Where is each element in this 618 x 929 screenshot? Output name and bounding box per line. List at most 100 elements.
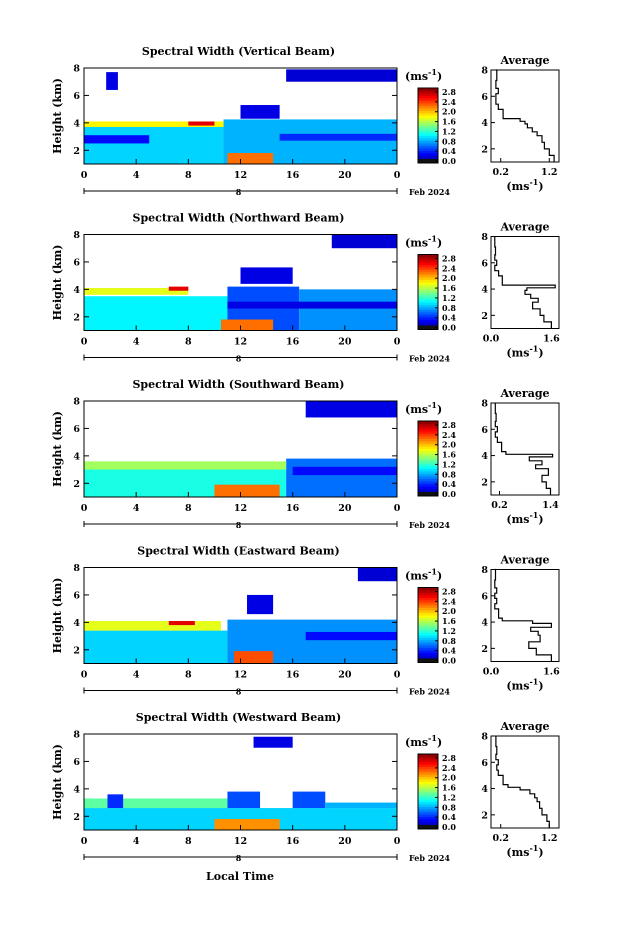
date-label: Feb 2024 <box>409 354 450 364</box>
colorbar-step <box>418 150 438 154</box>
colorbar-step <box>418 602 438 606</box>
colorbar-step <box>418 627 438 631</box>
average-profile-line <box>495 69 555 162</box>
heatmap-cell <box>305 401 397 418</box>
colorbar-step <box>418 776 438 780</box>
colorbar-frame <box>417 420 439 497</box>
x-tick-label: 20 <box>338 836 352 847</box>
colorbar-step <box>418 466 438 469</box>
colorbar-step <box>418 95 438 99</box>
colorbar-tick-label: 2.4 <box>442 263 456 273</box>
colorbar-step <box>418 630 438 633</box>
average-y-tick-label: 6 <box>481 92 488 103</box>
colorbar-unit: (ms-1) <box>405 67 442 83</box>
colorbar-step <box>418 607 438 611</box>
colorbar-step <box>418 774 438 777</box>
colorbar-step <box>418 635 438 638</box>
colorbar-step <box>418 138 438 141</box>
colorbar-step <box>418 317 438 320</box>
heatmap-cell <box>84 620 221 631</box>
date-day-label: 8 <box>236 187 242 197</box>
colorbar-step <box>418 130 438 134</box>
colorbar-step <box>418 307 438 310</box>
colorbar-step <box>418 135 438 139</box>
colorbar-step <box>418 284 438 288</box>
colorbar-step <box>418 433 438 437</box>
heatmap-cell <box>168 286 189 291</box>
colorbar-step <box>418 821 438 825</box>
colorbar-tick-label: 0.0 <box>442 656 456 666</box>
x-tick-label: 16 <box>286 836 300 847</box>
colorbar-unit: (ms-1) <box>405 567 442 583</box>
colorbar-step <box>418 492 438 496</box>
y-tick-label: 4 <box>73 118 80 129</box>
heatmap-cell <box>227 301 397 309</box>
colorbar-step <box>418 799 438 802</box>
x-tick-label: 12 <box>234 503 247 514</box>
colorbar-step <box>418 110 438 114</box>
colorbar-step <box>418 292 438 295</box>
x-tick-label: 0 <box>81 503 88 514</box>
x-tick-label: 8 <box>185 503 192 514</box>
y-tick-label: 8 <box>73 397 80 408</box>
colorbar-step <box>418 100 438 104</box>
colorbar-tick-label: 0.0 <box>442 489 456 499</box>
heatmap-cell <box>357 567 397 582</box>
beam-panel: Spectral Width (Westward Beam) 2 4 6 8 Height… <box>51 711 560 863</box>
colorbar-tick-label: 2.8 <box>442 254 456 264</box>
colorbar-step <box>418 640 438 643</box>
colorbar-tick-label: 0.8 <box>442 469 456 479</box>
colorbar-step <box>418 801 438 805</box>
colorbar-step <box>418 287 438 290</box>
colorbar-step <box>418 463 438 467</box>
date-day-label: 8 <box>236 354 242 364</box>
panel-title: Spectral Width (Northward Beam) <box>133 212 345 225</box>
colorbar-step <box>418 148 438 151</box>
colorbar-step <box>418 587 438 591</box>
average-x-tick-label: 1.2 <box>541 833 558 844</box>
y-tick-label: 6 <box>73 757 80 768</box>
colorbar-step <box>418 471 438 474</box>
heatmap-cell <box>240 267 293 284</box>
average-title: Average <box>499 54 549 67</box>
date-label: Feb 2024 <box>409 520 450 530</box>
average-unit: (ms-1) <box>506 177 543 193</box>
heatmap-cell <box>188 121 215 126</box>
x-tick-label: 16 <box>286 503 300 514</box>
average-profile-line <box>494 236 556 329</box>
heatmap-cell <box>84 296 228 331</box>
colorbar-step <box>418 299 438 303</box>
colorbar-step <box>418 140 438 144</box>
colorbar-step <box>418 297 438 300</box>
y-tick-label: 2 <box>73 812 80 823</box>
heatmap-cell <box>107 794 124 809</box>
x-tick-label: 0 <box>394 170 401 181</box>
heatmap-cell <box>331 234 397 249</box>
colorbar-step <box>418 804 438 807</box>
colorbar-frame <box>417 87 439 164</box>
colorbar-step <box>418 622 438 626</box>
colorbar-step <box>418 652 438 656</box>
colorbar-step <box>418 153 438 156</box>
average-profile-line <box>494 568 552 662</box>
colorbar-step <box>418 592 438 596</box>
colorbar-step <box>418 267 438 270</box>
colorbar-step <box>418 825 438 829</box>
average-title: Average <box>499 554 549 567</box>
colorbar-tick-label: 1.6 <box>442 117 456 127</box>
colorbar-tick-label: 2.8 <box>442 87 456 97</box>
average-frame <box>490 69 560 163</box>
heatmap-cell <box>325 802 397 809</box>
average-y-tick-label: 4 <box>481 784 488 795</box>
colorbar-step <box>418 304 438 308</box>
panel-title: Spectral Width (Westward Beam) <box>136 711 341 724</box>
average-frame <box>490 735 560 829</box>
average-y-tick-label: 2 <box>481 644 488 655</box>
colorbar-tick-label: 1.2 <box>442 293 456 303</box>
colorbar-step <box>418 456 438 459</box>
y-tick-label: 8 <box>73 64 80 75</box>
x-tick-label: 0 <box>81 836 88 847</box>
colorbar-step <box>418 441 438 444</box>
colorbar-step <box>418 115 438 119</box>
